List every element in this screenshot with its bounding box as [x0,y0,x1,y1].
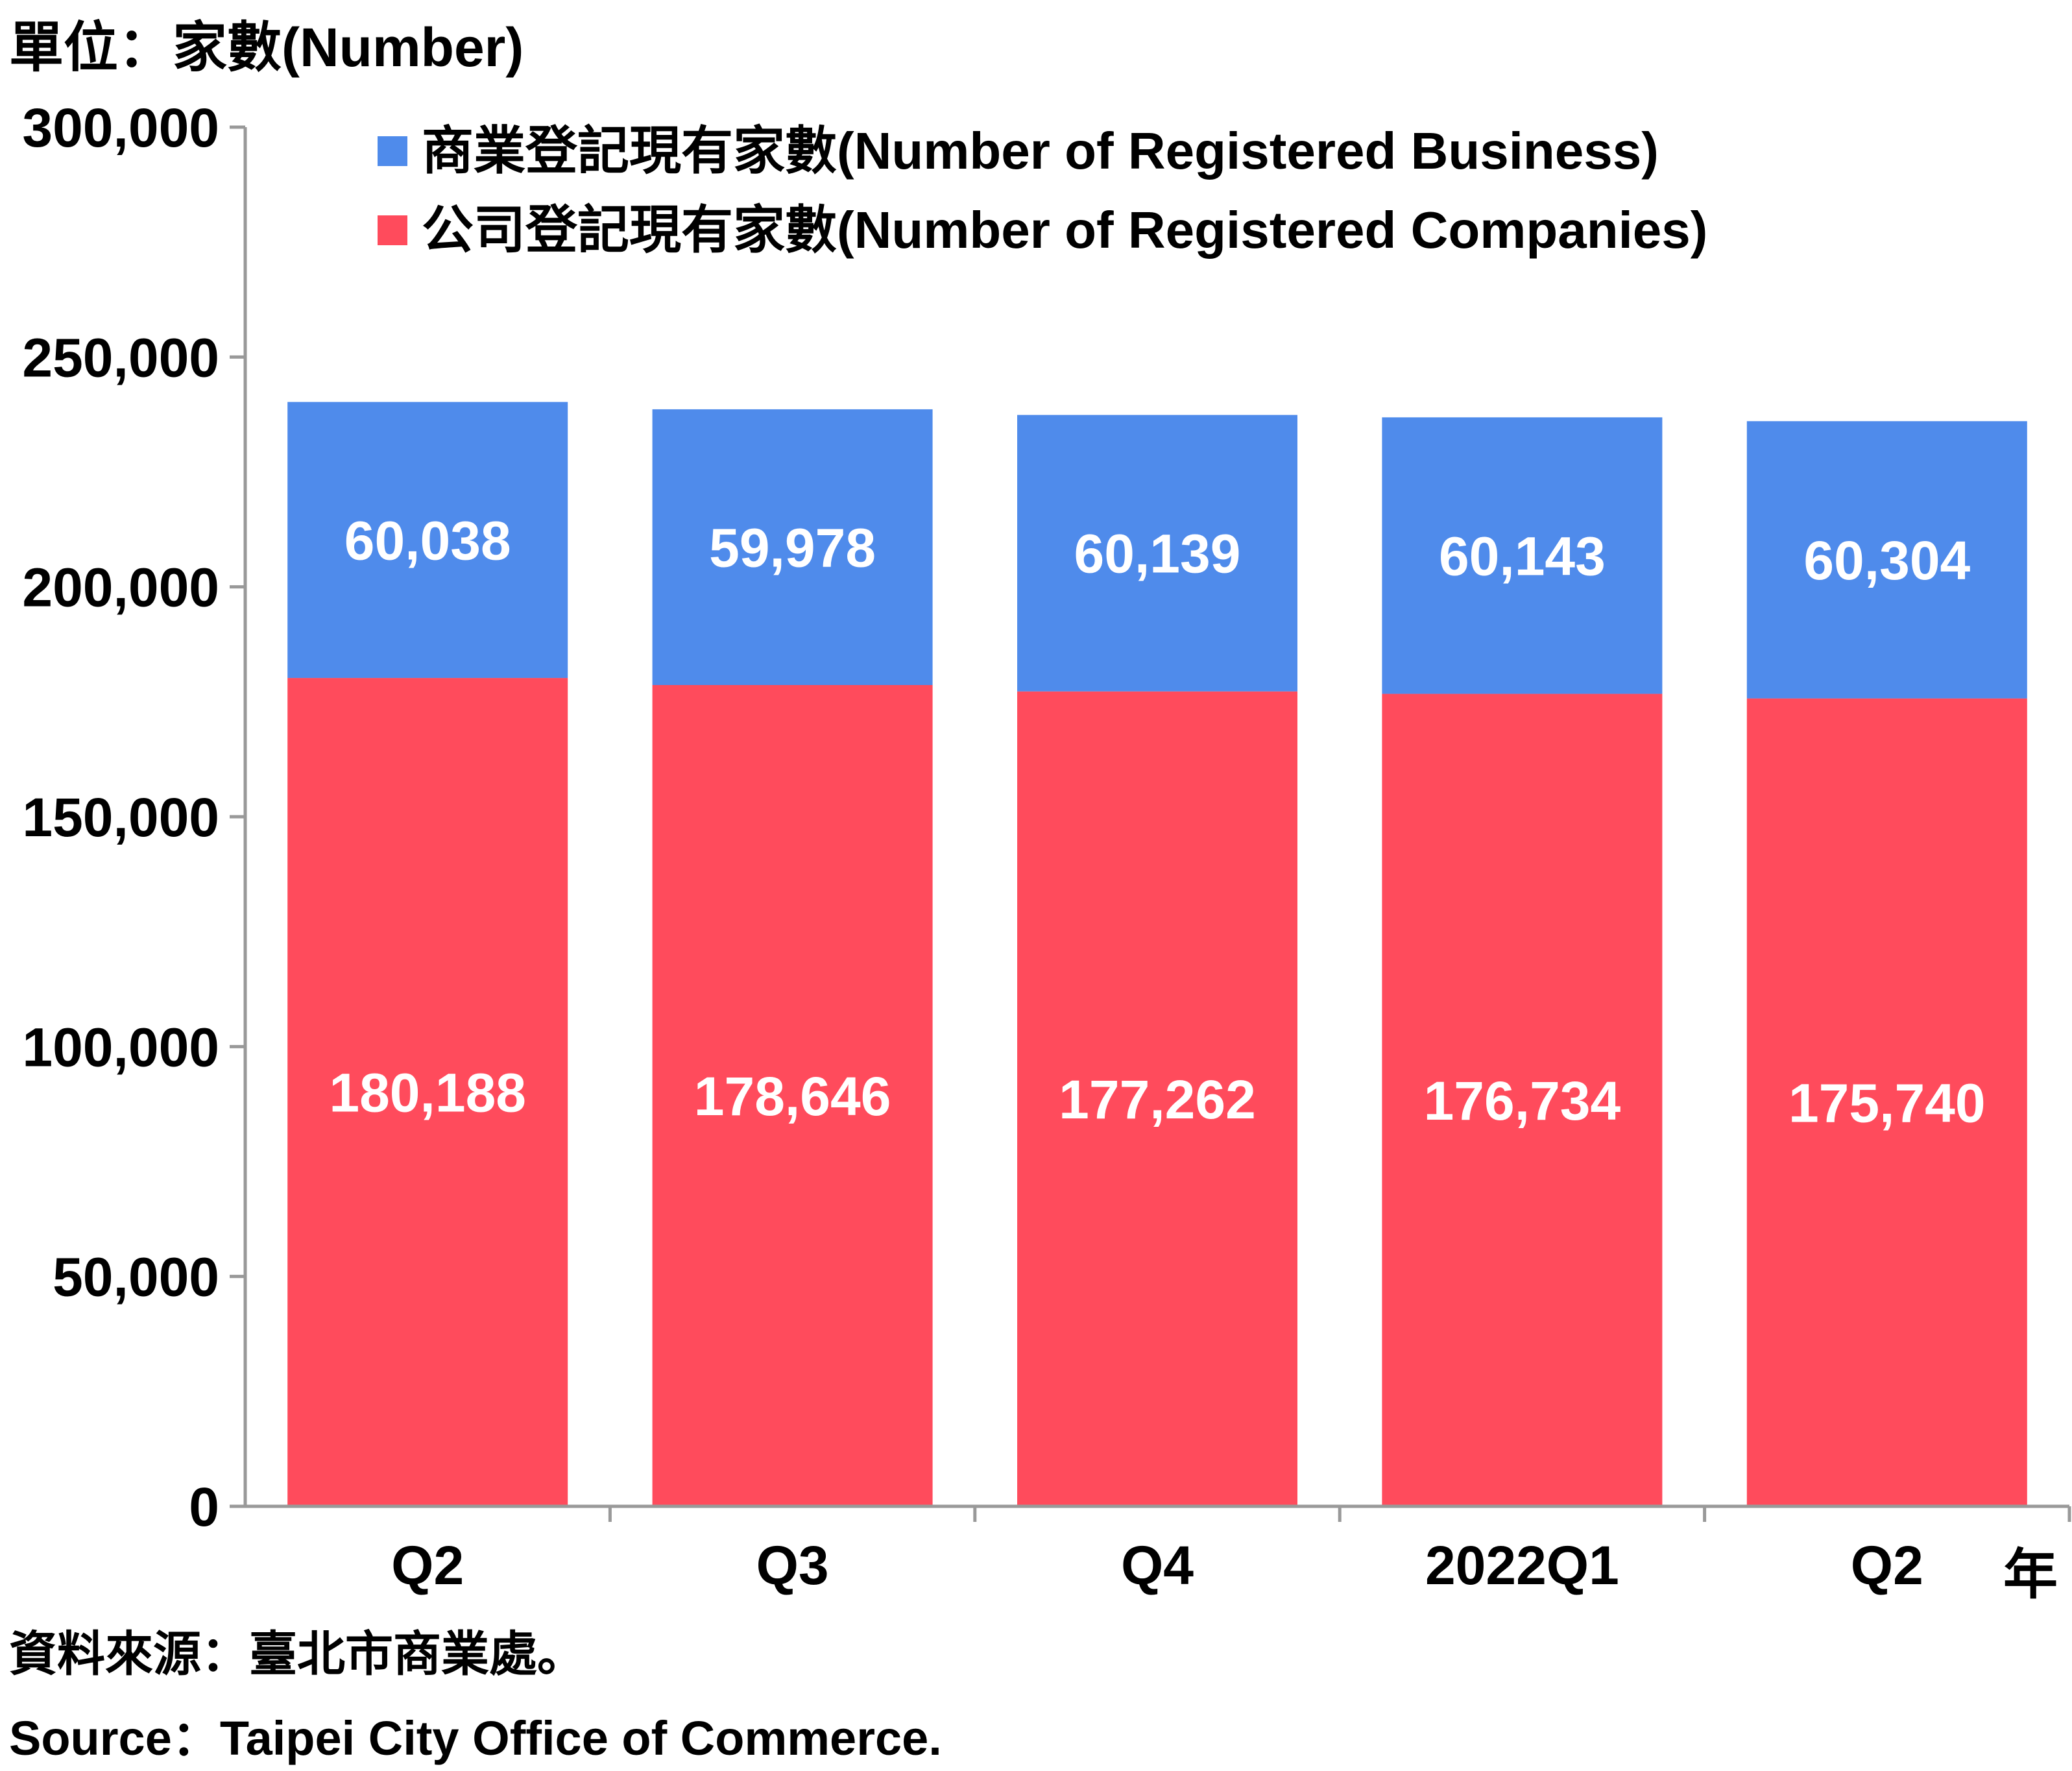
data-label-companies: 178,646 [694,1066,891,1127]
source-note-en: Source：Taipei City Office of Commerce. [9,1711,942,1765]
y-tick-label: 150,000 [22,787,219,848]
unit-label: 單位：家數(Number) [9,17,524,78]
x-tick-label: Q2 [1851,1535,1923,1596]
x-tick-label: Q4 [1121,1535,1194,1596]
bar-companies [652,684,933,1506]
bar-business [1017,415,1297,692]
data-label-business: 60,304 [1803,530,1970,591]
x-tick-label: Q3 [756,1535,829,1596]
bar-companies [1382,693,1663,1506]
legend-item-companies: 公司登記現有家數(Number of Registered Companies) [378,188,1707,263]
data-label-companies: 180,188 [329,1063,526,1124]
bar-companies [1746,698,2027,1506]
source-note-zh: 資料來源：臺北市商業處。 [9,1627,585,1681]
bar-business [1382,417,1663,694]
x-axis-unit: 年 [2003,1544,2058,1605]
bar-business [652,409,933,685]
y-tick-label: 100,000 [22,1017,219,1078]
bar-companies [287,678,568,1506]
y-tick-label: 200,000 [22,557,219,618]
bar-business [1746,421,2027,699]
data-label-business: 59,978 [709,517,876,578]
legend-item-business: 商業登記現有家數(Number of Registered Business) [378,109,1659,184]
bar-business [287,402,568,679]
x-tick-label: Q2 [391,1535,464,1596]
legend-swatch-business [378,136,407,166]
data-label-companies: 175,740 [1789,1072,1986,1133]
data-label-business: 60,038 [344,510,511,571]
x-tick-label: 2022Q1 [1425,1535,1619,1596]
data-label-companies: 176,734 [1424,1070,1621,1131]
y-tick-label: 50,000 [53,1247,219,1308]
legend-swatch-companies [378,215,407,245]
y-tick-label: 0 [189,1476,219,1537]
bar-companies [1017,691,1297,1506]
data-label-companies: 177,262 [1059,1069,1256,1130]
data-label-business: 60,139 [1074,524,1241,584]
data-label-business: 60,143 [1439,525,1606,586]
legend-label-companies: 公司登記現有家數(Number of Registered Companies) [422,201,1708,259]
y-tick-label: 250,000 [22,327,219,388]
y-tick-label: 300,000 [22,97,219,158]
legend-label-business: 商業登記現有家數(Number of Registered Business) [422,122,1659,180]
